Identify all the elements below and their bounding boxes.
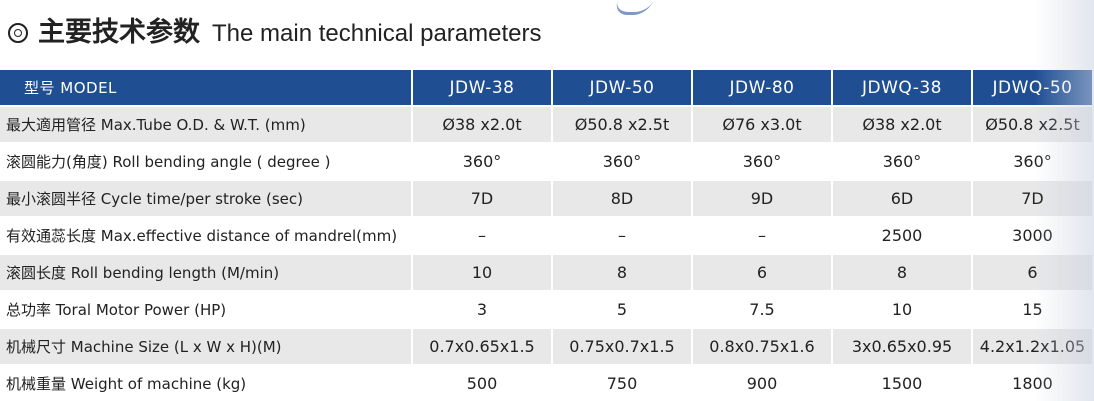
row-value: 0.7x0.65x1.5 xyxy=(413,327,553,364)
row-value: 360° xyxy=(553,142,693,179)
row-value: 9D xyxy=(693,179,833,216)
row-label: 滚圆能力(角度) Roll bending angle ( degree ) xyxy=(0,142,413,179)
row-value: 6 xyxy=(973,253,1094,290)
header-jdw-38: JDW-38 xyxy=(413,70,553,105)
row-value: 1800 xyxy=(973,364,1094,401)
row-value: Ø38 x2.0t xyxy=(833,105,973,142)
row-value: 360° xyxy=(973,142,1094,179)
row-value: 500 xyxy=(413,364,553,401)
row-value: 900 xyxy=(693,364,833,401)
row-value: 360° xyxy=(693,142,833,179)
row-value: 10 xyxy=(413,253,553,290)
row-label: 有效通蕊长度 Max.effective distance of mandrel… xyxy=(0,216,413,253)
row-value: 6 xyxy=(693,253,833,290)
decorative-swoosh xyxy=(612,0,654,15)
row-label: 机械尺寸 Machine Size (L x W x H)(M) xyxy=(0,327,413,364)
row-value: 7D xyxy=(973,179,1094,216)
table-row: 最大適用管径 Max.Tube O.D. & W.T. (mm) Ø38 x2.0… xyxy=(0,105,1094,142)
table-row: 滚圆能力(角度) Roll bending angle ( degree ) 36… xyxy=(0,142,1094,179)
row-value: 3000 xyxy=(973,216,1094,253)
row-value: – xyxy=(553,216,693,253)
title-english: The main technical parameters xyxy=(212,20,542,47)
row-value: Ø50.8 x2.5t xyxy=(553,105,693,142)
double-circle-icon xyxy=(8,23,28,43)
spec-table: 型号 MODEL JDW-38 JDW-50 JDW-80 JDWQ-38 JD… xyxy=(0,70,1094,401)
table-row: 机械尺寸 Machine Size (L x W x H)(M) 0.7x0.65… xyxy=(0,327,1094,364)
row-value: 0.75x0.7x1.5 xyxy=(553,327,693,364)
row-value: 8D xyxy=(553,179,693,216)
row-value: 750 xyxy=(553,364,693,401)
row-value: 8 xyxy=(833,253,973,290)
row-value: 8 xyxy=(553,253,693,290)
table-header-row: 型号 MODEL JDW-38 JDW-50 JDW-80 JDWQ-38 JD… xyxy=(0,70,1094,105)
row-label: 总功率 Toral Motor Power (HP) xyxy=(0,290,413,327)
row-value: 15 xyxy=(973,290,1094,327)
section-heading: 主要技术参数 The main technical parameters xyxy=(8,10,541,50)
row-value: 2500 xyxy=(833,216,973,253)
row-value: 5 xyxy=(553,290,693,327)
row-value: 360° xyxy=(413,142,553,179)
row-label: 最小滚圆半径 Cycle time/per stroke (sec) xyxy=(0,179,413,216)
header-jdw-80: JDW-80 xyxy=(693,70,833,105)
row-value: 360° xyxy=(833,142,973,179)
title-chinese: 主要技术参数 xyxy=(38,17,200,48)
row-value: 4.2x1.2x1.05 xyxy=(973,327,1094,364)
row-value: 6D xyxy=(833,179,973,216)
header-jdw-50: JDW-50 xyxy=(553,70,693,105)
row-value: Ø38 x2.0t xyxy=(413,105,553,142)
row-value: 0.8x0.75x1.6 xyxy=(693,327,833,364)
row-value: 3x0.65x0.95 xyxy=(833,327,973,364)
header-jdwq-38: JDWQ-38 xyxy=(833,70,973,105)
row-value: 7D xyxy=(413,179,553,216)
row-value: – xyxy=(693,216,833,253)
row-label: 最大適用管径 Max.Tube O.D. & W.T. (mm) xyxy=(0,105,413,142)
row-value: 3 xyxy=(413,290,553,327)
row-value: Ø50.8 x2.5t xyxy=(973,105,1094,142)
table-row: 最小滚圆半径 Cycle time/per stroke (sec) 7D 8D 9D… xyxy=(0,179,1094,216)
header-jdwq-50: JDWQ-50 xyxy=(973,70,1094,105)
row-label: 机械重量 Weight of machine (kg) xyxy=(0,364,413,401)
table-row: 滚圆长度 Roll bending length (M/min) 10 8 6 8 6 xyxy=(0,253,1094,290)
row-value: Ø76 x3.0t xyxy=(693,105,833,142)
row-value: – xyxy=(413,216,553,253)
table-row: 机械重量 Weight of machine (kg) 500 750 900 1500… xyxy=(0,364,1094,401)
table-row: 有效通蕊长度 Max.effective distance of mandrel… xyxy=(0,216,1094,253)
row-label: 滚圆长度 Roll bending length (M/min) xyxy=(0,253,413,290)
row-value: 7.5 xyxy=(693,290,833,327)
row-value: 1500 xyxy=(833,364,973,401)
row-value: 10 xyxy=(833,290,973,327)
header-model: 型号 MODEL xyxy=(0,70,413,105)
table-body: 最大適用管径 Max.Tube O.D. & W.T. (mm) Ø38 x2.0… xyxy=(0,105,1094,401)
table-row: 总功率 Toral Motor Power (HP) 3 5 7.5 10 15 xyxy=(0,290,1094,327)
